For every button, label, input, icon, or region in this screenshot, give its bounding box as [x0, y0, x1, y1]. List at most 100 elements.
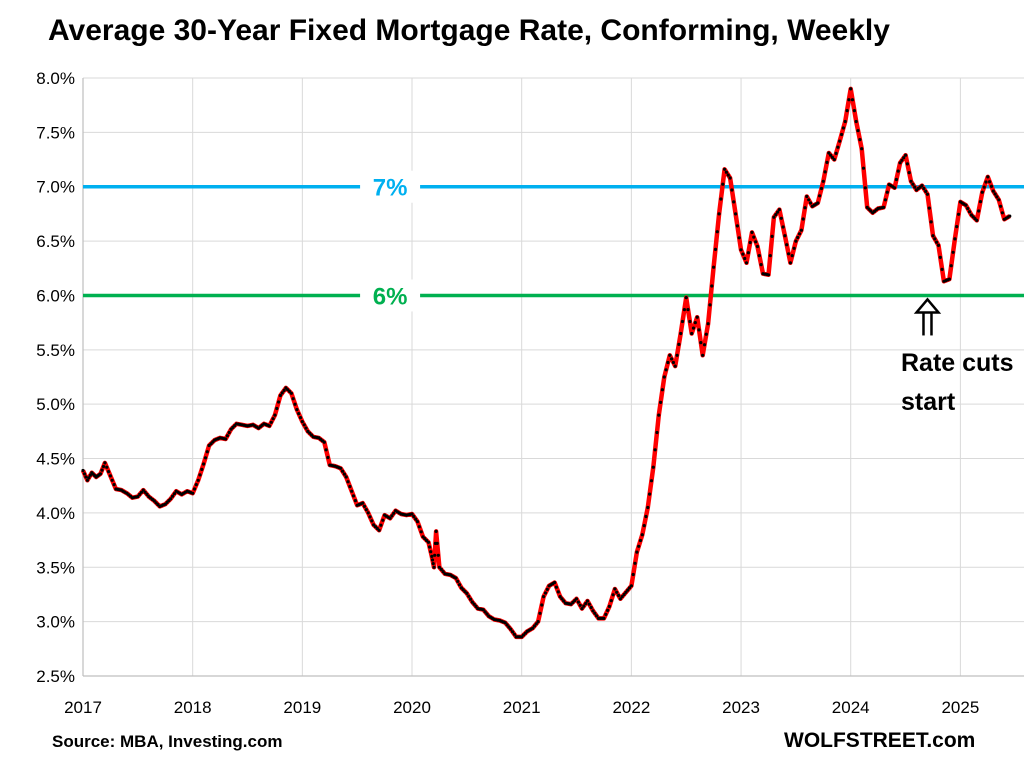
data-point	[739, 248, 743, 252]
data-point	[993, 192, 997, 196]
data-point	[966, 206, 970, 211]
data-point	[737, 236, 741, 240]
data-point	[613, 587, 617, 591]
data-point	[830, 155, 835, 159]
data-point	[927, 206, 931, 210]
rate-cuts-annotation: Rate cuts start	[901, 297, 1014, 416]
data-point	[746, 251, 751, 255]
reference-label: 6%	[373, 283, 408, 310]
y-tick-label: 5.5%	[36, 341, 75, 360]
data-point	[432, 565, 436, 569]
data-point	[617, 593, 621, 598]
data-point	[905, 162, 910, 166]
x-tick-label: 2023	[722, 698, 760, 717]
data-point	[991, 189, 995, 193]
data-point	[361, 501, 365, 505]
data-point	[326, 455, 330, 460]
x-tick-label: 2017	[64, 698, 102, 717]
data-point	[852, 109, 857, 113]
data-point	[554, 585, 559, 589]
data-point	[743, 256, 747, 261]
data-point	[282, 388, 286, 392]
data-point	[975, 218, 979, 222]
data-point	[351, 494, 356, 498]
data-point	[483, 610, 487, 614]
y-tick-label: 5.0%	[36, 395, 75, 414]
data-point	[593, 611, 597, 615]
x-tick-label: 2018	[174, 698, 212, 717]
data-point	[929, 220, 933, 224]
data-point	[138, 492, 142, 496]
data-point	[660, 388, 665, 392]
data-point	[924, 189, 928, 193]
data-point	[691, 326, 696, 330]
data-point	[816, 201, 820, 205]
data-point	[304, 426, 308, 430]
data-point	[457, 583, 462, 587]
data-point	[194, 483, 198, 487]
data-point	[823, 170, 827, 174]
reference-label-bg	[360, 170, 421, 203]
data-point	[659, 400, 663, 404]
data-point	[620, 595, 624, 599]
data-point	[543, 591, 548, 595]
data-point	[1008, 214, 1012, 218]
data-point	[101, 464, 106, 469]
data-point	[139, 490, 144, 494]
data-point	[582, 604, 586, 608]
data-point	[362, 504, 367, 508]
data-point	[1000, 211, 1005, 215]
data-point	[666, 360, 670, 365]
data-point	[415, 520, 420, 524]
data-point	[388, 516, 392, 520]
y-tick-label: 3.5%	[36, 558, 75, 577]
y-tick-label: 8.0%	[36, 69, 75, 88]
data-point	[794, 239, 798, 243]
data-point	[644, 514, 648, 519]
data-point	[629, 584, 634, 588]
data-point	[821, 179, 825, 183]
data-point	[267, 424, 271, 428]
data-point	[560, 597, 564, 601]
data-point	[341, 469, 345, 473]
data-point	[198, 473, 202, 477]
data-point	[843, 119, 847, 124]
data-point	[169, 497, 173, 501]
data-point	[141, 488, 145, 492]
data-point	[728, 176, 732, 180]
data-point	[673, 364, 677, 368]
x-axis-ticks: 2017 2018 2019 2020 2021 2022 2023 2024 2025	[64, 698, 979, 717]
data-point	[854, 119, 858, 124]
data-point	[787, 252, 791, 256]
data-point	[723, 167, 727, 171]
data-point	[627, 586, 632, 590]
data-point	[715, 230, 719, 234]
data-point	[819, 186, 824, 191]
data-point	[893, 186, 897, 190]
x-tick-label: 2022	[612, 698, 650, 717]
data-point	[977, 209, 981, 213]
data-point	[717, 212, 721, 216]
data-point	[774, 213, 778, 217]
data-point	[224, 437, 228, 441]
data-point	[807, 198, 811, 202]
data-point	[957, 212, 961, 216]
y-tick-label: 6.5%	[36, 232, 75, 251]
data-point	[271, 417, 275, 421]
data-point	[87, 476, 91, 480]
data-point	[768, 254, 772, 258]
data-point	[637, 544, 641, 548]
data-point	[611, 593, 615, 597]
data-point	[348, 484, 352, 489]
data-point	[417, 525, 421, 529]
data-point	[108, 474, 112, 478]
data-point	[192, 487, 197, 491]
data-point	[904, 153, 908, 157]
data-point	[353, 499, 357, 503]
data-point	[933, 237, 937, 241]
data-point	[796, 235, 800, 240]
data-point	[770, 234, 774, 238]
data-point	[748, 240, 752, 245]
data-point	[381, 518, 385, 522]
